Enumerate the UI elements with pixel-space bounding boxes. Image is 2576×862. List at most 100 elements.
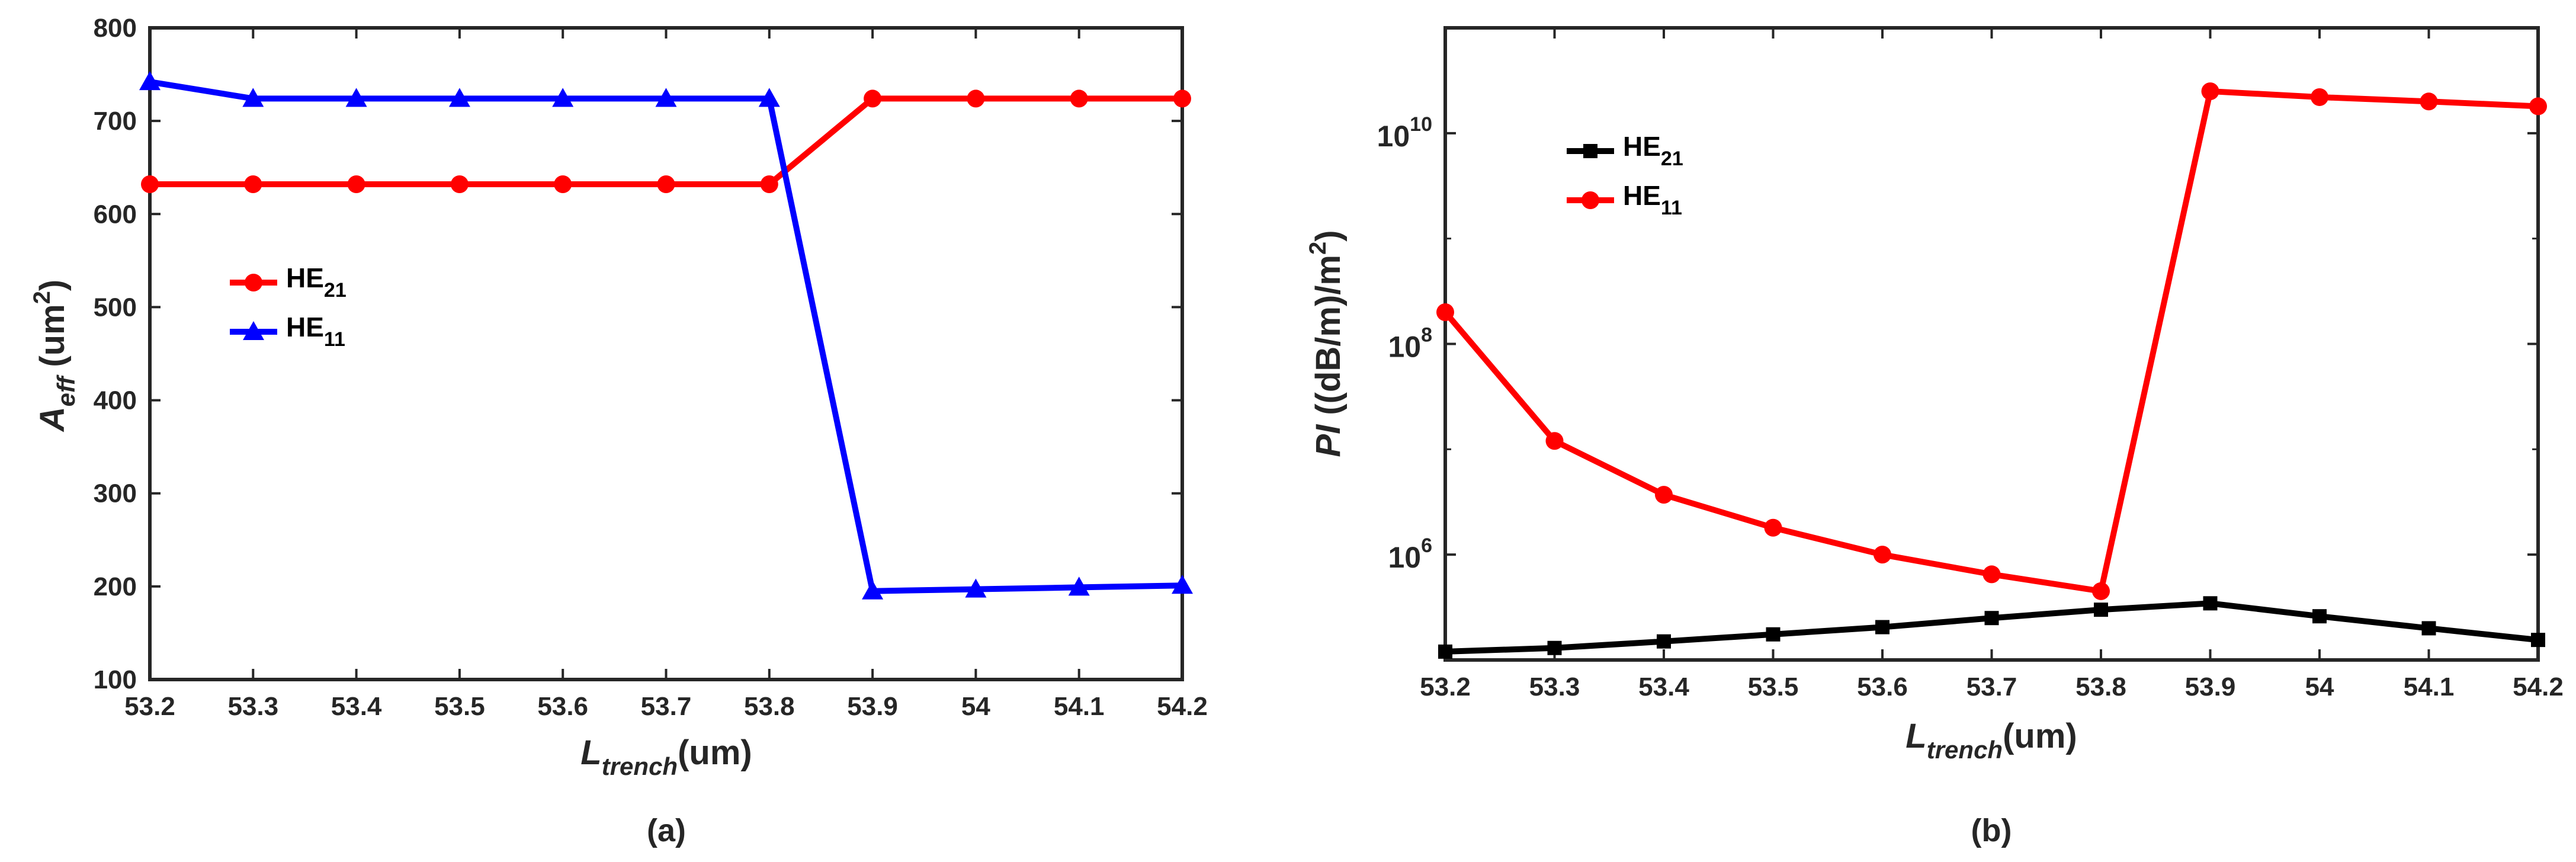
panel-b-y-tick-exponent: 6 — [1421, 534, 1432, 557]
panel-a-series-he21-point — [347, 175, 365, 193]
panel-a-x-tick-label: 54.2 — [1157, 692, 1208, 721]
panel-b-series-he11-point — [2420, 92, 2438, 111]
panel-a-axes-frame — [148, 26, 1184, 681]
panel-a-series-he21-point — [657, 175, 675, 193]
panel-a-x-axis-label-sub: trench — [602, 752, 678, 780]
panel-b-series-he21-point — [2531, 633, 2545, 648]
panel-b-y-tick-label: 108 — [1388, 324, 1432, 364]
panel-b-y-tick-exponent: 8 — [1421, 324, 1432, 347]
panel-a-series-he21-point — [1173, 89, 1191, 108]
panel-b-x-tick-label: 54.2 — [2513, 672, 2564, 701]
panel-b-y-axis-label-main: PI — [1309, 424, 1348, 457]
panel-a-y-tick-label: 700 — [94, 107, 137, 136]
panel-b-series-he11-point — [1764, 518, 1782, 537]
panel-b-series-he21-point — [1438, 644, 1452, 659]
panel-b-series-he21-point — [2203, 596, 2218, 611]
panel-a-legend-he21-label: HE21 — [286, 262, 347, 302]
panel-a-series-he21-point — [967, 89, 985, 108]
panel-a-series-he11-point — [242, 88, 264, 107]
panel-a-series-he11-point — [448, 88, 470, 107]
panel-a-caption: (a) — [647, 813, 686, 848]
panel-b-x-tick-label: 53.7 — [1967, 672, 2017, 701]
panel-b-legend-he21-label: HE21 — [1623, 131, 1683, 170]
panel-a-x-tick-label: 53.6 — [537, 692, 588, 721]
panel-b-legend-he11-marker — [1581, 191, 1599, 209]
panel-b-series-he11-point — [1545, 432, 1564, 450]
panel-a-legend-he21-name: HE — [286, 262, 324, 293]
panel-b-legend-he21-marker — [1583, 144, 1597, 158]
panel-a-legend-he21-marker — [245, 274, 262, 291]
panel-b-x-axis-label-sub: trench — [1927, 736, 2003, 764]
panel-b-y-tick-base: 10 — [1388, 541, 1421, 574]
panel-b-series-he11-point — [1436, 303, 1454, 321]
panel-b-series-he21-point — [2094, 603, 2108, 617]
panel-a-x-tick-label: 53.7 — [641, 692, 692, 721]
panel-b-legend-he11-name: HE — [1623, 180, 1661, 211]
panel-b-legend-he11-subscript: 11 — [1661, 197, 1682, 219]
panel-a-series-he21-point — [554, 175, 572, 193]
panel-b-series-he11-point — [1874, 546, 1891, 564]
panel-b-legend-he21-name: HE — [1623, 131, 1661, 162]
panel-b-legend-he11-label: HE11 — [1623, 180, 1682, 219]
panel-a-y-tick-label: 200 — [94, 572, 137, 601]
panel-a-y-tick-label: 800 — [94, 14, 137, 43]
panel-b-x-tick-label: 53.6 — [1857, 672, 1908, 701]
panel-a-legend-he11-marker — [243, 321, 264, 340]
panel-a-x-axis-label-main: L — [580, 733, 601, 772]
panel-b-series-he11-point — [2529, 97, 2547, 116]
panel-b-x-axis-label: Ltrench(um) — [1905, 717, 2077, 764]
panel-a-series-he21-point — [141, 175, 159, 193]
panel-a-x-tick-label: 53.4 — [331, 692, 382, 721]
panel-a-x-tick-label: 53.2 — [124, 692, 175, 721]
panel-a-y-axis-label: Aeff (um2) — [29, 280, 80, 432]
panel-a-y-tick-label: 300 — [94, 479, 137, 508]
panel-b-y-tick-label: 106 — [1388, 534, 1432, 574]
panel-a-x-axis-label: Ltrench(um) — [580, 733, 752, 780]
panel-b-x-tick-label: 53.8 — [2075, 672, 2126, 701]
panel-b-caption: (b) — [1971, 813, 2012, 848]
panel-a-x-tick-label: 53.9 — [847, 692, 898, 721]
panel-b-chart: 53.2 53.3 53.4 53.5 53.6 53.7 53.8 53.9 54 54.1 54… — [1305, 26, 2564, 848]
panel-b-y-tick-base: 10 — [1377, 120, 1410, 153]
panel-b-y-tick-exponent: 10 — [1410, 113, 1432, 136]
panel-a-y-axis-label-main: A — [33, 406, 72, 432]
panel-a-series-he11-point — [1068, 576, 1090, 596]
panel-a-series-he11-point — [345, 88, 367, 107]
panel-b-y-axis-label-sup: 2 — [1305, 242, 1331, 255]
panel-a-series-he11-point — [552, 88, 574, 107]
panel-b-series-he21-point — [1875, 620, 1890, 635]
panel-b-y-axis-label-close: ) — [1309, 230, 1348, 241]
panel-b-series-he11-point — [2092, 582, 2110, 600]
panel-a-series-he11-point — [1172, 575, 1193, 594]
panel-a-series-he11-point — [655, 88, 677, 107]
panel-a-series-he21-point — [244, 175, 262, 193]
panel-b-y-tick-label: 1010 — [1377, 113, 1432, 153]
panel-b-series-he21-point — [1984, 611, 1999, 626]
panel-a-x-axis-label-unit: (um) — [678, 733, 752, 772]
panel-a-x-tick-label: 54.1 — [1054, 692, 1105, 721]
panel-b-x-tick-label: 53.9 — [2185, 672, 2236, 701]
panel-a-chart: 53.2 53.3 53.4 53.5 53.6 53.7 53.8 53.9 54 54.1 54… — [29, 14, 1208, 848]
panel-a-x-tick-label: 53.5 — [434, 692, 485, 721]
panel-a-y-axis-label-close: ) — [33, 280, 72, 291]
panel-a-legend-he11-subscript: 11 — [324, 328, 345, 351]
panel-b-x-tick-label: 54.1 — [2404, 672, 2455, 701]
panel-a-y-tick-label: 600 — [94, 200, 137, 229]
panel-b-x-tick-label: 54 — [2305, 672, 2334, 701]
panel-b-x-tick-label: 53.3 — [1529, 672, 1580, 701]
panel-a-x-tick-label: 53.3 — [227, 692, 278, 721]
panel-a-series-he11-point — [862, 580, 884, 600]
panel-b-y-axis-label-unit: ((dB/m)/m — [1309, 255, 1348, 425]
panel-a-legend-he11-name: HE — [286, 312, 324, 342]
panel-a-y-tick-label: 500 — [94, 293, 137, 322]
panel-b-series-he11-point — [2201, 82, 2219, 101]
panel-a-x-tick-label: 53.8 — [744, 692, 795, 721]
panel-a-legend-he11-label: HE11 — [286, 312, 345, 351]
panel-a-series-he11-point — [758, 88, 780, 107]
panel-a-y-tick-label: 400 — [94, 386, 137, 415]
panel-b-series-he21-point — [2421, 621, 2436, 636]
panel-b-legend-he21-subscript: 21 — [1661, 148, 1683, 170]
panel-b-x-axis-label-unit: (um) — [2003, 717, 2077, 755]
panel-b-x-tick-label: 53.4 — [1638, 672, 1689, 701]
panel-b-series-he21-point — [2312, 609, 2327, 624]
